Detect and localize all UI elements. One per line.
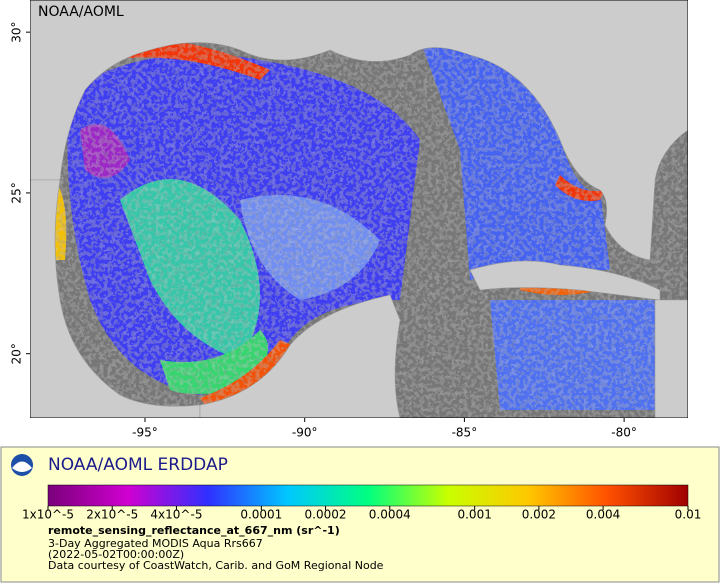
- legend-line: Data courtesy of CoastWatch, Carib. and …: [48, 559, 384, 572]
- colorbar-tick-label: 0.0004: [369, 508, 411, 522]
- x-tick-label: -80°: [611, 426, 637, 440]
- x-tick-label: -95°: [132, 426, 158, 440]
- colorbar-tick-label: 0.001: [457, 508, 491, 522]
- y-tick-label: 20°: [10, 343, 24, 364]
- legend-title: remote_sensing_reflectance_at_667_nm (sr…: [48, 524, 340, 537]
- legend-line: (2022-05-02T00:00:00Z): [48, 548, 184, 561]
- logo-mark: [12, 461, 32, 472]
- colorbar-tick-label: 4x10^-5: [150, 508, 202, 522]
- colorbar-tick-label: 1x10^-5: [22, 508, 74, 522]
- colorbar-tick-label: 0.0001: [240, 508, 282, 522]
- watermark: NOAA/AOML: [38, 4, 124, 20]
- colorbar-tick-label: 0.002: [522, 508, 556, 522]
- colorbar-tick-label: 0.0002: [305, 508, 347, 522]
- colorbar-tick-label: 0.01: [675, 508, 702, 522]
- colorbar-ticks: 1x10^-5 2x10^-5 4x10^-5 0.0001 0.0002 0.0004 0…: [22, 506, 701, 522]
- y-tick-label: 30°: [10, 22, 24, 43]
- colorbar-tick-label: 0.004: [586, 508, 620, 522]
- legend-panel: [0, 446, 720, 583]
- y-tick-label: 25°: [10, 182, 24, 203]
- axes: 30° 25° 20° -95° -90° -85° -80°: [10, 22, 637, 440]
- x-tick-label: -85°: [452, 426, 478, 440]
- colorbar: [47, 484, 689, 507]
- logo-text: NOAA/AOML ERDDAP: [48, 455, 228, 475]
- land: [30, 0, 688, 418]
- x-tick-label: -90°: [292, 426, 318, 440]
- map: [30, 0, 688, 418]
- legend-line: 3-Day Aggregated MODIS Aqua Rrs667: [48, 537, 263, 550]
- colorbar-tick-label: 2x10^-5: [86, 508, 138, 522]
